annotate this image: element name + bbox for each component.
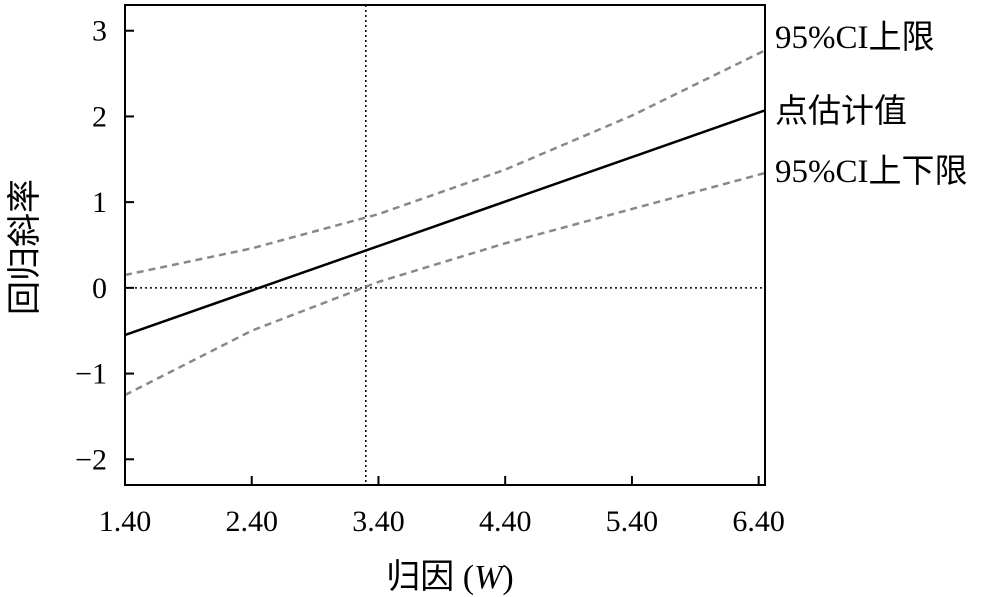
x-tick-label: 6.40 <box>732 505 785 538</box>
ci-lower-line <box>125 171 765 397</box>
y-axis-title: 回归斜率 <box>6 179 44 315</box>
x-tick-label: 4.40 <box>479 505 532 538</box>
legend-label-ci-upper: 95%CI上限 <box>775 20 935 56</box>
y-tick-label: 0 <box>92 272 107 305</box>
plot-layer <box>125 5 765 485</box>
plot-frame <box>124 4 766 486</box>
x-tick-label: 2.40 <box>225 505 278 538</box>
x-tick-label: 1.40 <box>99 505 152 538</box>
label-layer: 1.40 2.40 3.40 4.40 5.40 6.40 −2 −1 0 1 2 3 归因 (W) 回归… <box>6 15 968 596</box>
ci-upper-line <box>125 49 765 277</box>
axis-layer <box>124 4 766 486</box>
y-tick-label: −2 <box>75 443 107 476</box>
x-tick-label: 3.40 <box>352 505 405 538</box>
x-tick-label: 5.40 <box>606 505 659 538</box>
y-tick-label: 3 <box>92 15 107 48</box>
x-axis-title-variable: W <box>474 559 505 596</box>
point-estimate-line <box>125 109 765 337</box>
x-axis-title-close: ) <box>502 559 513 596</box>
y-tick-label: −1 <box>75 358 107 391</box>
y-tick-label: 1 <box>92 186 107 219</box>
x-axis-title-text: 归因 ( <box>386 558 474 596</box>
legend-label-ci-lower: 95%CI上下限 <box>775 154 968 190</box>
y-tick-label: 2 <box>92 100 107 133</box>
x-axis-title: 归因 (W) <box>386 558 513 596</box>
legend-label-point-estimate: 点估计值 <box>775 93 907 130</box>
